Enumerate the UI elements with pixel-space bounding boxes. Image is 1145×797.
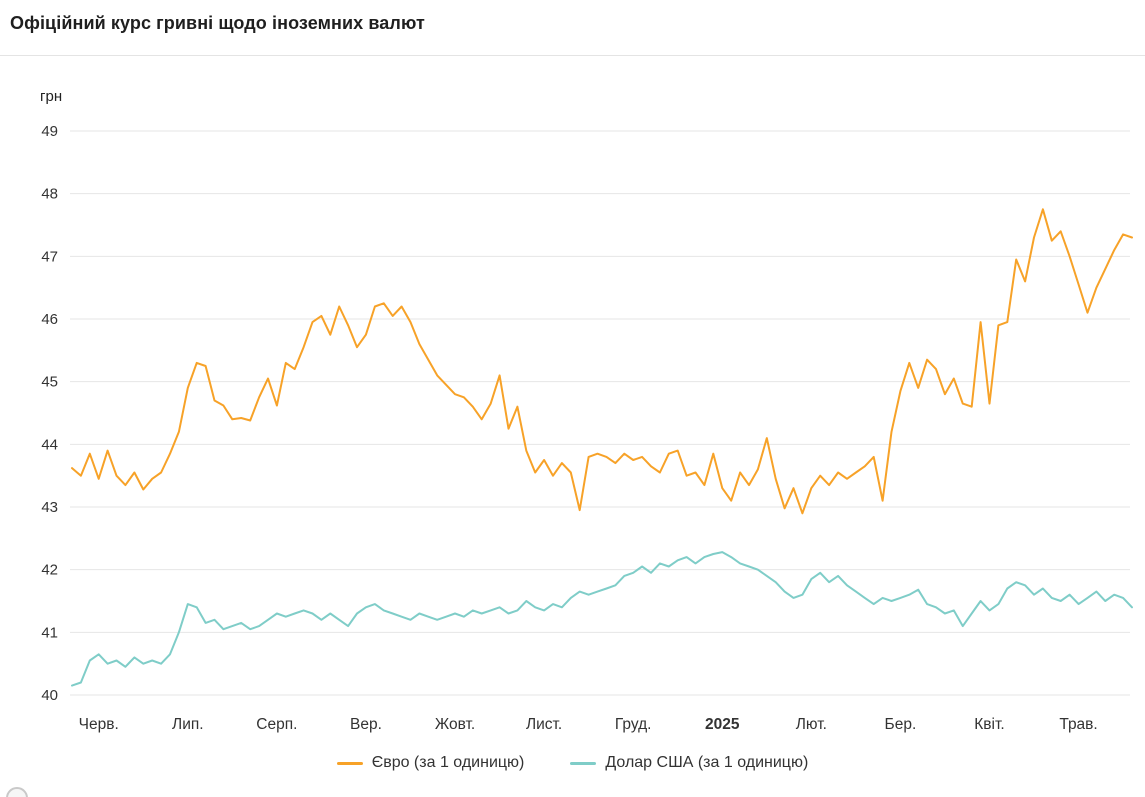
legend-label-euro: Євро (за 1 одиницю) — [371, 754, 525, 771]
y-tick-label: 46 — [41, 311, 58, 328]
chart-header: Офіційний курс гривні щодо іноземних вал… — [0, 0, 1145, 56]
y-tick-label: 49 — [41, 123, 58, 140]
y-gridlines — [70, 130, 1130, 696]
y-axis-labels: 40 41 42 43 44 45 46 47 48 49 — [41, 123, 58, 704]
legend-label-usd: Долар США (за 1 одиницю) — [605, 754, 809, 771]
y-tick-label: 43 — [41, 499, 58, 516]
x-tick-label: Лип. — [172, 716, 204, 733]
partial-circle-widget[interactable] — [6, 787, 28, 797]
exchange-rate-line-chart[interactable]: 40 41 42 43 44 45 46 47 48 49 грн Черв. Лип. Серп. Вер… — [0, 60, 1145, 740]
x-axis-labels: Черв. Лип. Серп. Вер. Жовт. Лист. Груд. 2025 Лют… — [79, 716, 1098, 733]
x-tick-label: Лют. — [796, 716, 827, 733]
page-title: Офіційний курс гривні щодо іноземних вал… — [10, 13, 425, 33]
euro-line-marker — [336, 761, 363, 765]
chart-container: 40 41 42 43 44 45 46 47 48 49 грн Черв. Лип. Серп. Вер… — [0, 56, 1145, 780]
x-tick-label: Черв. — [79, 716, 119, 733]
x-tick-label: Квіт. — [974, 716, 1004, 733]
legend-item-euro[interactable]: Євро (за 1 одиницю) — [336, 754, 525, 772]
legend-item-usd[interactable]: Долар США (за 1 одиницю) — [570, 754, 808, 772]
usd-line-marker — [570, 761, 597, 765]
y-tick-label: 41 — [41, 624, 58, 641]
x-tick-label: Бер. — [885, 716, 917, 733]
x-tick-label: Серп. — [256, 716, 297, 733]
x-tick-label: Трав. — [1059, 716, 1097, 733]
euro-series-line[interactable] — [71, 208, 1133, 515]
usd-series-line[interactable] — [71, 551, 1133, 687]
y-tick-label: 47 — [41, 248, 58, 265]
y-tick-label: 45 — [41, 374, 58, 391]
y-axis-unit-label: грн — [40, 88, 62, 105]
y-tick-label: 42 — [41, 562, 58, 579]
y-tick-label: 40 — [41, 687, 58, 704]
x-tick-label: Груд. — [615, 716, 652, 733]
x-tick-label: Вер. — [350, 716, 382, 733]
chart-legend: Євро (за 1 одиницю) Долар США (за 1 один… — [0, 746, 1145, 780]
x-tick-label: Лист. — [526, 716, 562, 733]
x-tick-label: 2025 — [705, 716, 740, 733]
y-tick-label: 44 — [41, 436, 58, 453]
x-tick-label: Жовт. — [435, 716, 475, 733]
y-tick-label: 48 — [41, 186, 58, 203]
